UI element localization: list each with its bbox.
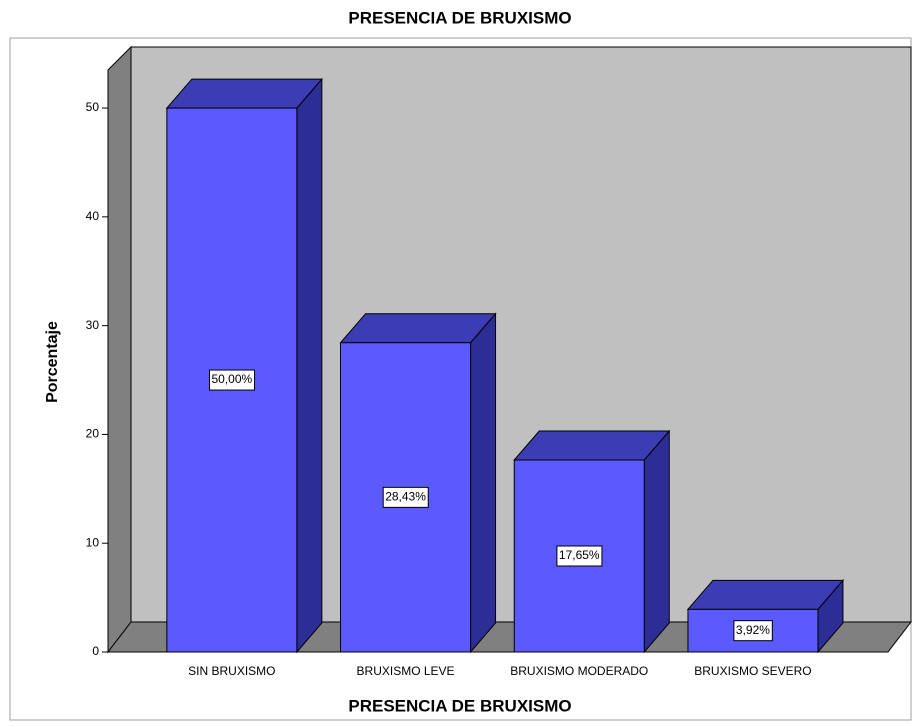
bar-side [643,429,670,654]
y-tick-label: 30 [86,318,100,332]
value-label-box [208,369,256,391]
bar-top [513,430,671,461]
x-axis-title: PRESENCIA DE BRUXISMO [348,696,571,715]
side-wall [107,45,132,654]
bar-top [339,313,497,344]
y-tick-label: 40 [86,209,100,223]
x-tick-label: SIN BRUXISMO [188,664,275,678]
value-label: 17,65% [559,548,600,562]
x-tick-label: BRUXISMO MODERADO [510,664,648,678]
y-axis-title: Porcentaje [44,321,61,403]
bar-side [296,77,323,654]
value-label: 50,00% [211,372,252,386]
chart-title: PRESENCIA DE BRUXISMO [348,8,571,27]
value-label: 28,43% [385,490,426,504]
y-tick-label: 50 [86,100,100,114]
value-label-box [556,545,603,567]
value-label-box [733,620,773,642]
bar-top [165,78,323,109]
value-label-box [382,486,429,508]
x-tick-label: BRUXISMO LEVE [357,664,455,678]
bar-top [686,579,845,610]
value-label: 3,92% [736,623,770,637]
y-tick-label: 20 [86,427,100,441]
bar-side [470,312,497,654]
y-tick-label: 10 [86,535,100,549]
y-tick-label: 0 [92,644,99,658]
x-tick-label: BRUXISMO SEVERO [694,664,811,678]
